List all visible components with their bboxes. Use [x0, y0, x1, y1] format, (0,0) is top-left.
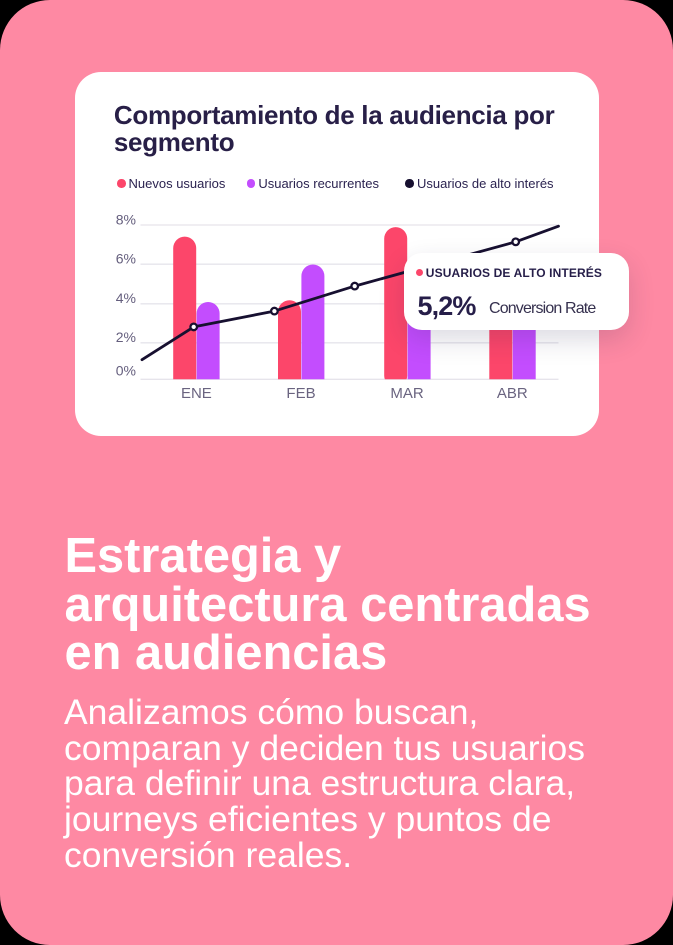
svg-text:4%: 4% — [115, 290, 135, 306]
svg-text:ENE: ENE — [180, 385, 211, 402]
svg-text:0%: 0% — [115, 363, 135, 379]
svg-text:FEB: FEB — [286, 385, 315, 402]
svg-text:MAR: MAR — [390, 385, 424, 402]
svg-text:6%: 6% — [115, 251, 135, 267]
svg-text:ABR: ABR — [496, 385, 527, 402]
svg-text:2%: 2% — [115, 329, 135, 345]
svg-text:8%: 8% — [115, 212, 135, 228]
